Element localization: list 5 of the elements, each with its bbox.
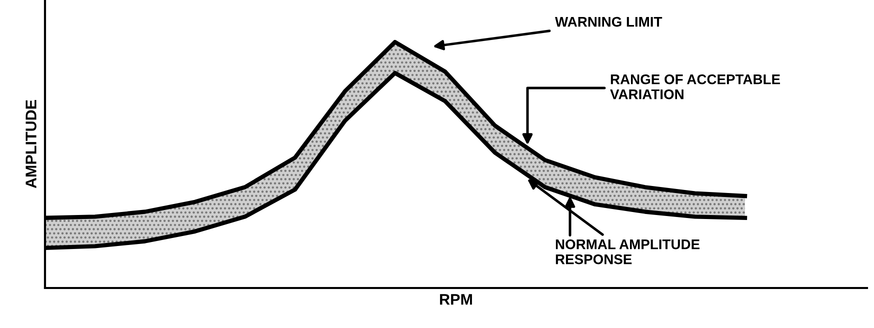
y-axis-title: AMPLITUDE [26, 100, 36, 188]
series-label: NORMAL AMPLITUDE RESPONSE [556, 239, 700, 264]
x-axis-title: RPM [440, 294, 472, 305]
text: WARNING LIMIT [555, 16, 662, 27]
annotation: RANGE OF ACCEPTABLE VARIATION [610, 74, 780, 100]
